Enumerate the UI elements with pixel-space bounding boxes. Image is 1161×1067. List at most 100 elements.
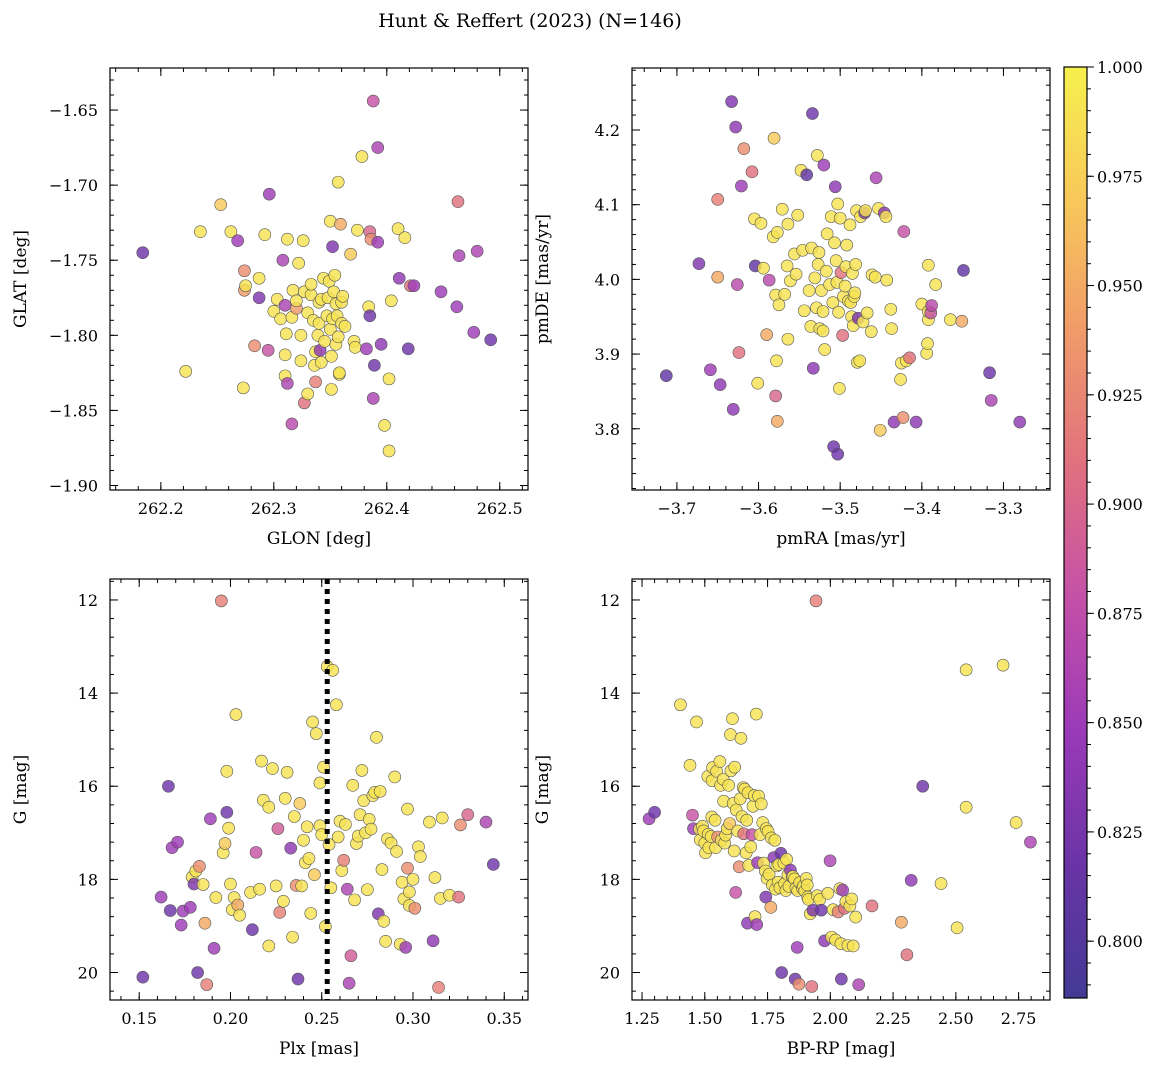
x-tick-label: 0.30 [395,1009,431,1028]
axes-frame [631,578,1051,1001]
axes-frame [109,67,529,491]
scatter-point [306,715,319,729]
scatter-point [391,222,405,235]
scatter-point [726,403,740,416]
scatter-point [308,868,321,882]
scatter-point [451,195,465,208]
scatter-point [262,939,276,953]
scatter-point [767,131,781,145]
scatter-point [802,284,816,297]
scatter-point [744,840,758,854]
scatter-point [864,325,878,338]
scatter-point [286,930,299,944]
scatter-point [274,312,287,326]
scatter-point [363,309,377,323]
scatter-point [1009,816,1023,829]
scatter-point [162,779,175,793]
scatter-point [318,335,331,348]
colorbar-tick-label: 0.850 [1097,714,1143,733]
scatter-point [285,417,299,431]
scatter-point [351,223,364,237]
axes-frame [109,578,529,1001]
scatter-points [659,95,1027,461]
axes-frame [631,67,1051,491]
scatter-point [845,892,858,906]
scatter-point [812,246,826,259]
scatter-point [711,193,725,206]
scatter-point [233,908,246,922]
scatter-point [760,328,774,341]
scatter-point [859,204,872,217]
scatter-point [781,332,795,346]
scatter-point [338,320,352,333]
scatter-point [817,158,831,172]
scatter-point [336,289,350,303]
scatter-point [865,899,879,913]
scatter-point [470,244,484,258]
scatter-point [686,808,699,822]
scatter-point [325,350,338,363]
y-tick-label: 14 [78,684,98,703]
scatter-point [836,329,849,342]
scatter-point [253,882,266,896]
scatter-point [880,273,894,287]
scatter-point [335,864,349,877]
scatter-point [304,277,318,291]
colorbar-fill [1064,67,1087,998]
scatter-point [382,444,396,458]
scatter-point [220,765,234,778]
y-axis-label: GLAT [deg] [11,230,31,328]
scatter-point [382,372,396,386]
scatter-point [331,330,345,344]
scatter-point [290,294,303,308]
scatter-point [922,258,935,272]
scatter-point [762,273,776,287]
scatter-point [222,821,235,835]
x-tick-label: 0.20 [213,1009,249,1028]
x-tick-label: −3.5 [821,499,860,518]
scatter-point [772,298,786,312]
scatter-point [348,341,362,354]
scatter-point [278,348,292,362]
x-tick-label: 0.25 [304,1009,340,1028]
scatter-point [725,95,738,108]
scatter-point [690,715,703,729]
scatter-point [833,211,847,225]
colorbar-tick-label: 0.875 [1097,604,1143,623]
y-tick-label: 14 [600,684,620,703]
y-tick-label: 16 [600,777,620,796]
scatter-point [768,833,782,847]
scatter-point [295,879,308,893]
x-tick-label: 262.2 [138,499,184,518]
scatter-point [426,934,440,948]
scatter-point [294,329,308,342]
scatter-point [252,271,266,285]
scatter-point [408,901,422,915]
scatter-point [292,256,305,270]
scatter-point [293,797,307,810]
scatter-point [996,658,1010,672]
scatter-point [823,854,837,868]
scatter-point [726,712,739,726]
scatter-point [366,392,380,405]
y-tick-label: 12 [600,591,620,610]
scatter-point [435,811,449,825]
scatter-point [454,818,467,832]
scatter-point [273,906,287,919]
scatter-point [797,304,811,318]
x-tick-label: 0.15 [121,1009,157,1028]
x-axis-label: pmRA [mas/yr] [776,529,905,549]
scatter-point [360,342,373,356]
scatter-point [781,217,795,231]
y-axis-label: G [mag] [11,755,31,824]
scatter-point [200,978,214,991]
scatter-point [790,941,804,954]
scatter-point [900,948,914,962]
scatter-point [171,835,184,849]
scatter-point [390,845,403,858]
y-tick-label: 4.1 [595,196,620,215]
scatter-point [835,972,848,986]
scatter-point [775,202,789,216]
scatter-point [399,941,413,954]
scatter-point [346,779,360,792]
